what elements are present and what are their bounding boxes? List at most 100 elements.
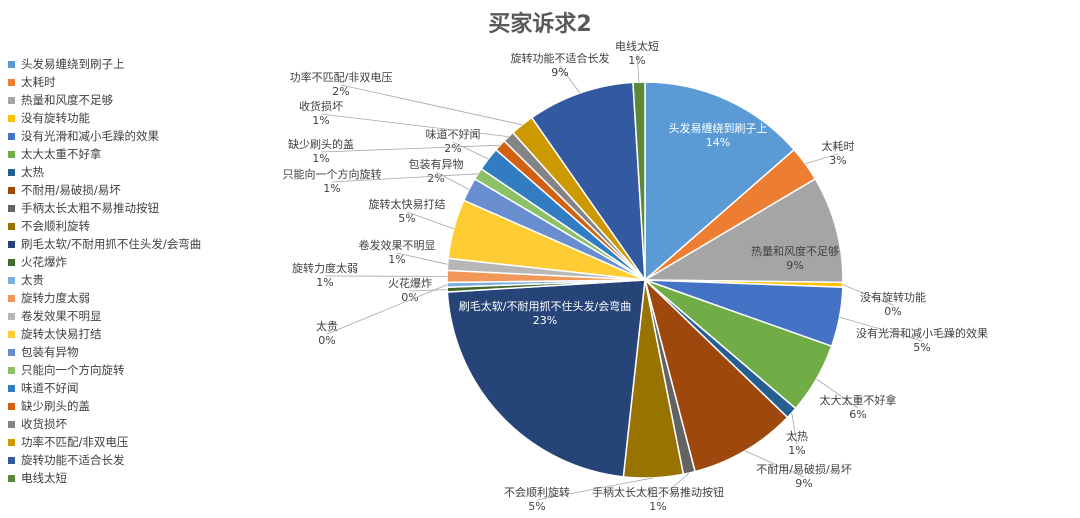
data-label-percent: 5% — [398, 212, 415, 225]
legend-item: 旋转力度太弱 — [8, 289, 248, 307]
leader-line — [791, 412, 798, 445]
data-label-name: 太耗时 — [822, 140, 855, 153]
data-label-name: 卷发效果不明显 — [359, 238, 436, 252]
data-label-percent: 1% — [323, 182, 340, 195]
data-label-percent: 2% — [332, 85, 349, 98]
legend-label: 收货损坏 — [21, 417, 67, 431]
pie-slice — [642, 177, 844, 284]
leader-line — [340, 84, 523, 126]
legend-swatch — [8, 60, 15, 68]
legend-swatch — [8, 222, 15, 230]
leader-line — [805, 153, 839, 165]
data-label-name: 太大太重不好拿 — [820, 393, 897, 407]
data-label-name: 电线太短 — [615, 39, 659, 53]
data-label-percent: 5% — [528, 500, 545, 513]
leader-line — [839, 316, 923, 342]
legend-swatch — [8, 438, 15, 446]
legend-swatch — [8, 474, 15, 482]
legend-swatch — [8, 114, 15, 122]
data-label-name: 只能向一个方向旋转 — [283, 167, 382, 181]
legend-swatch — [8, 186, 15, 194]
data-label-name: 旋转力度太弱 — [292, 261, 358, 275]
legend-swatch — [8, 294, 15, 302]
legend-label: 太热 — [21, 165, 44, 179]
legend-label: 火花爆炸 — [21, 255, 67, 269]
legend-swatch — [8, 348, 15, 356]
legend: 头发易缠绕到刷子上 太耗时 热量和风度不足够 没有旋转功能 没有光滑和减小毛躁的效果 太大… — [8, 55, 248, 487]
legend-item: 太贵 — [8, 271, 248, 289]
legend-label: 旋转功能不适合长发 — [21, 453, 125, 467]
legend-label: 没有旋转功能 — [21, 111, 90, 125]
data-label-name: 没有光滑和减小毛躁的效果 — [856, 326, 988, 340]
leader-line — [406, 211, 454, 230]
leader-line — [409, 289, 448, 292]
legend-swatch — [8, 78, 15, 86]
pie-slice — [446, 279, 646, 478]
legend-label: 不会顺利旋转 — [21, 219, 90, 233]
legend-item: 太耗时 — [8, 73, 248, 91]
data-label-name: 收货损坏 — [299, 99, 343, 113]
data-label-percent: 3% — [829, 154, 846, 167]
data-label-percent: 1% — [788, 444, 805, 457]
data-label-percent: 1% — [316, 276, 333, 289]
legend-swatch — [8, 420, 15, 428]
legend-item: 卷发效果不明显 — [8, 307, 248, 325]
legend-label: 缺少刷头的盖 — [21, 399, 90, 413]
data-label-name: 不会顺利旋转 — [504, 485, 570, 499]
leader-line — [636, 53, 640, 83]
data-label-percent: 1% — [388, 253, 405, 266]
data-label-percent: 23% — [533, 314, 557, 327]
legend-label: 手柄太长太粗不易推动按钮 — [21, 201, 159, 215]
data-label-name: 头发易缠绕到刷子上 — [669, 121, 768, 135]
legend-label: 热量和风度不足够 — [21, 93, 113, 107]
legend-label: 太大太重不好拿 — [21, 147, 102, 161]
data-label-percent: 0% — [401, 291, 418, 304]
legend-swatch — [8, 204, 15, 212]
data-label-name: 功率不匹配/非双电压 — [290, 70, 393, 84]
legend-swatch — [8, 150, 15, 158]
data-label-percent: 1% — [312, 114, 329, 127]
legend-label: 旋转太快易打结 — [21, 327, 102, 341]
leader-line — [331, 173, 478, 183]
legend-item: 手柄太长太粗不易推动按钮 — [8, 199, 248, 217]
legend-item: 电线太短 — [8, 469, 248, 487]
data-label-name: 太贵 — [316, 320, 338, 333]
leader-line — [396, 252, 448, 265]
legend-label: 电线太短 — [21, 471, 67, 485]
leader-line — [326, 284, 448, 335]
legend-swatch — [8, 96, 15, 104]
legend-label: 旋转力度太弱 — [21, 291, 90, 305]
data-label-percent: 2% — [444, 142, 461, 155]
leader-line — [320, 113, 509, 137]
legend-label: 包装有异物 — [21, 345, 79, 359]
leader-line — [657, 472, 690, 501]
legend-label: 味道不好闻 — [21, 381, 79, 395]
leader-line — [435, 171, 470, 190]
legend-swatch — [8, 258, 15, 266]
legend-swatch — [8, 456, 15, 464]
legend-swatch — [8, 240, 15, 248]
legend-item: 没有旋转功能 — [8, 109, 248, 127]
legend-item: 太大太重不好拿 — [8, 145, 248, 163]
legend-label: 只能向一个方向旋转 — [21, 363, 125, 377]
legend-item: 热量和风度不足够 — [8, 91, 248, 109]
legend-item: 包装有异物 — [8, 343, 248, 361]
data-label-name: 旋转功能不适合长发 — [511, 51, 610, 65]
legend-item: 只能向一个方向旋转 — [8, 361, 248, 379]
data-label-percent: 9% — [786, 259, 803, 272]
leader-line — [816, 378, 859, 409]
data-label-name: 刷毛太软/不耐用抓不住头发/会弯曲 — [459, 299, 631, 313]
leader-line — [452, 141, 489, 160]
legend-label: 刷毛太软/不耐用抓不住头发/会弯曲 — [21, 237, 202, 251]
data-label-percent: 0% — [884, 305, 901, 318]
data-label-name: 缺少刷头的盖 — [288, 137, 354, 151]
data-label-name: 太热 — [786, 430, 808, 443]
leader-line — [842, 284, 894, 306]
legend-swatch — [8, 366, 15, 374]
leader-line — [536, 477, 654, 501]
legend-swatch — [8, 168, 15, 176]
leader-line — [320, 144, 501, 153]
legend-swatch — [8, 384, 15, 392]
legend-item: 旋转太快易打结 — [8, 325, 248, 343]
